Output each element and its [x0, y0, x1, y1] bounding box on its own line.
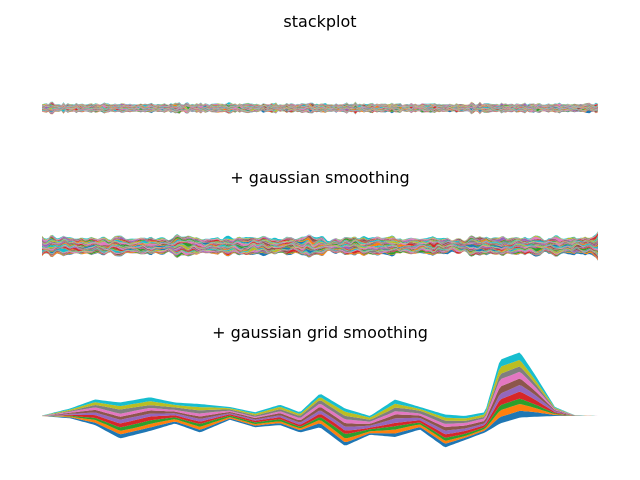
gaussian-series-27 — [42, 240, 598, 248]
grid-smoothing-series-2 — [42, 404, 598, 444]
stackplot-series-8 — [42, 108, 598, 114]
grid-smoothing-series-8 — [42, 366, 598, 424]
stackplot-series-14 — [42, 107, 598, 112]
grid-smoothing-series-3 — [42, 398, 598, 441]
gaussian-series-30 — [42, 236, 598, 246]
chart-title-stackplot: stackplot — [283, 12, 357, 31]
stackplot-series-2 — [42, 109, 598, 115]
gaussian-series-24 — [42, 241, 598, 248]
gaussian-series-15 — [42, 245, 598, 252]
stackplot-series-12 — [42, 107, 598, 113]
stackplot-panel-gaussian — [42, 231, 598, 261]
gaussian-series-19 — [42, 243, 598, 250]
gaussian-series-1 — [42, 249, 598, 261]
stackplot-series-19 — [42, 106, 598, 111]
chart-title-gaussian-grid-smoothing: + gaussian grid smoothing — [212, 323, 428, 342]
grid-smoothing-series-4 — [42, 391, 598, 438]
stackplot-series-17 — [42, 106, 598, 112]
stackplot-series-10 — [42, 107, 598, 114]
stackplot-panel-grid-smoothing — [42, 352, 598, 448]
chart-title-gaussian-smoothing: + gaussian smoothing — [230, 168, 410, 187]
gaussian-series-2 — [42, 249, 598, 261]
stackplot-series-40 — [42, 101, 598, 106]
stackplot-series-9 — [42, 107, 598, 114]
gaussian-series-8 — [42, 247, 598, 257]
stackplot-series-13 — [42, 107, 598, 113]
gaussian-series-22 — [42, 242, 598, 249]
grid-smoothing-series-1 — [42, 410, 598, 448]
stackplot-panel-raw — [42, 101, 598, 115]
stackplot-series-30 — [42, 103, 598, 109]
gaussian-series-35 — [42, 233, 598, 244]
gaussian-series-40 — [42, 231, 598, 243]
gaussian-series-32 — [42, 235, 598, 245]
stackplot-series-11 — [42, 107, 598, 114]
stackplot-series-20 — [42, 105, 598, 111]
gaussian-series-13 — [42, 246, 598, 253]
gaussian-series-34 — [42, 233, 598, 244]
grid-smoothing-series-9 — [42, 360, 598, 421]
stackplot-series-31 — [42, 103, 598, 109]
gaussian-series-14 — [42, 245, 598, 252]
stackplot-series-7 — [42, 108, 598, 114]
stackplot-series-15 — [42, 107, 598, 112]
